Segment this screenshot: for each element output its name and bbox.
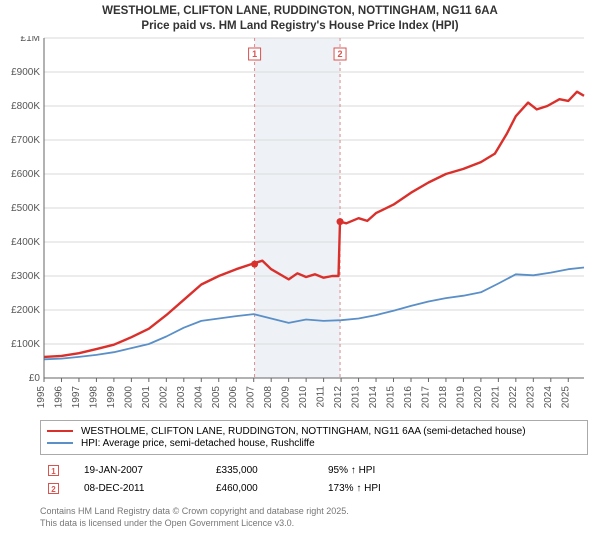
x-tick-label: 2015 xyxy=(386,385,397,408)
sale-marker-box: 1 xyxy=(48,465,59,476)
x-tick-label: 1995 xyxy=(36,385,47,408)
marker-box-num: 2 xyxy=(338,49,343,59)
x-tick-label: 2013 xyxy=(351,385,362,408)
marker-dot xyxy=(251,260,258,267)
x-tick-label: 2010 xyxy=(298,385,309,408)
x-tick-label: 2025 xyxy=(560,385,571,408)
y-tick-label: £0 xyxy=(29,373,41,384)
legend-label: HPI: Average price, semi-detached house,… xyxy=(81,438,315,449)
marker-dot xyxy=(337,218,344,225)
x-tick-label: 2012 xyxy=(333,385,344,408)
x-tick-label: 2017 xyxy=(420,385,431,408)
table-row: 1 19-JAN-2007£335,00095% ↑ HPI xyxy=(42,463,586,479)
y-tick-label: £100K xyxy=(11,339,40,350)
y-tick-label: £700K xyxy=(11,135,40,146)
sale-date: 19-JAN-2007 xyxy=(78,463,208,479)
sale-pct: 173% ↑ HPI xyxy=(322,481,586,497)
x-tick-label: 2002 xyxy=(158,385,169,408)
x-tick-label: 2001 xyxy=(141,385,152,408)
y-tick-label: £200K xyxy=(11,305,40,316)
footer-attribution: Contains HM Land Registry data © Crown c… xyxy=(40,505,588,529)
marker-box-num: 1 xyxy=(252,49,257,59)
x-tick-label: 2006 xyxy=(228,385,239,408)
legend-swatch xyxy=(47,442,73,444)
x-tick-label: 2011 xyxy=(316,385,327,407)
sale-price: £335,000 xyxy=(210,463,320,479)
x-tick-label: 2022 xyxy=(508,385,519,408)
table-row: 2 08-DEC-2011£460,000173% ↑ HPI xyxy=(42,481,586,497)
y-tick-label: £1M xyxy=(21,36,40,44)
x-tick-label: 2021 xyxy=(490,385,501,408)
x-tick-label: 2000 xyxy=(123,385,134,408)
sale-date: 08-DEC-2011 xyxy=(78,481,208,497)
x-tick-label: 2008 xyxy=(263,385,274,408)
y-tick-label: £500K xyxy=(11,203,40,214)
y-tick-label: £600K xyxy=(11,169,40,180)
legend-label: WESTHOLME, CLIFTON LANE, RUDDINGTON, NOT… xyxy=(81,426,526,437)
legend-box: WESTHOLME, CLIFTON LANE, RUDDINGTON, NOT… xyxy=(40,420,588,455)
title-line-2: Price paid vs. HM Land Registry's House … xyxy=(10,19,590,34)
footer-line-1: Contains HM Land Registry data © Crown c… xyxy=(40,505,588,517)
chart-container: WESTHOLME, CLIFTON LANE, RUDDINGTON, NOT… xyxy=(0,0,600,560)
x-tick-label: 1996 xyxy=(53,385,64,408)
footer-line-2: This data is licensed under the Open Gov… xyxy=(40,517,588,529)
x-tick-label: 2019 xyxy=(455,385,466,408)
x-tick-label: 2005 xyxy=(211,385,222,408)
sales-table: 1 19-JAN-2007£335,00095% ↑ HPI 2 08-DEC-201… xyxy=(40,461,588,499)
x-tick-label: 2004 xyxy=(193,385,204,408)
x-tick-label: 2009 xyxy=(281,385,292,408)
x-tick-label: 2020 xyxy=(473,385,484,408)
title-line-1: WESTHOLME, CLIFTON LANE, RUDDINGTON, NOT… xyxy=(10,4,590,19)
x-tick-label: 2024 xyxy=(543,385,554,408)
y-tick-label: £400K xyxy=(11,237,40,248)
y-tick-label: £300K xyxy=(11,271,40,282)
legend-swatch xyxy=(47,430,73,432)
legend-row: WESTHOLME, CLIFTON LANE, RUDDINGTON, NOT… xyxy=(47,426,581,437)
x-tick-label: 2018 xyxy=(438,385,449,408)
x-tick-label: 2007 xyxy=(246,385,257,408)
x-tick-label: 2016 xyxy=(403,385,414,408)
sale-price: £460,000 xyxy=(210,481,320,497)
legend-block: WESTHOLME, CLIFTON LANE, RUDDINGTON, NOT… xyxy=(40,420,588,499)
x-tick-label: 1999 xyxy=(106,385,117,408)
legend-row: HPI: Average price, semi-detached house,… xyxy=(47,438,581,449)
sale-pct: 95% ↑ HPI xyxy=(322,463,586,479)
chart-svg: £0 £100K £200K £300K £400K £500K £600K £700K £80… xyxy=(0,36,592,416)
x-tick-label: 2014 xyxy=(368,385,379,408)
y-tick-label: £800K xyxy=(11,101,40,112)
x-tick-label: 1997 xyxy=(71,385,82,408)
sale-marker-box: 2 xyxy=(48,483,59,494)
x-tick-label: 2003 xyxy=(176,385,187,408)
chart-area: £0 £100K £200K £300K £400K £500K £600K £700K £80… xyxy=(0,36,592,416)
y-tick-label: £900K xyxy=(11,67,40,78)
title-block: WESTHOLME, CLIFTON LANE, RUDDINGTON, NOT… xyxy=(0,0,600,36)
x-tick-label: 2023 xyxy=(525,385,536,408)
x-tick-label: 1998 xyxy=(88,385,99,408)
